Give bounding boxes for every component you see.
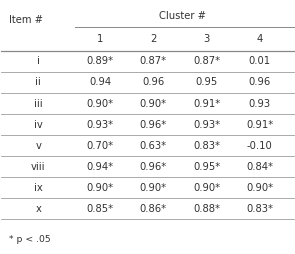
Text: 0.96*: 0.96* [140, 120, 167, 130]
Text: 4: 4 [256, 34, 263, 44]
Text: 0.95*: 0.95* [193, 162, 220, 172]
Text: 0.83*: 0.83* [246, 204, 273, 214]
Text: -0.10: -0.10 [247, 141, 273, 151]
Text: 0.70*: 0.70* [87, 141, 114, 151]
Text: 2: 2 [150, 34, 157, 44]
Text: 0.91*: 0.91* [246, 120, 273, 130]
Text: 0.87*: 0.87* [140, 56, 167, 66]
Text: 0.93*: 0.93* [193, 120, 220, 130]
Text: 0.85*: 0.85* [87, 204, 114, 214]
Text: iii: iii [34, 99, 43, 108]
Text: x: x [35, 204, 41, 214]
Text: 0.89*: 0.89* [87, 56, 114, 66]
Text: 1: 1 [97, 34, 104, 44]
Text: 0.96: 0.96 [248, 77, 271, 87]
Text: 0.90*: 0.90* [87, 99, 114, 108]
Text: 0.87*: 0.87* [193, 56, 220, 66]
Text: i: i [37, 56, 40, 66]
Text: ix: ix [34, 183, 43, 193]
Text: 0.90*: 0.90* [246, 183, 273, 193]
Text: iv: iv [34, 120, 43, 130]
Text: viii: viii [31, 162, 46, 172]
Text: 0.90*: 0.90* [87, 183, 114, 193]
Text: 3: 3 [203, 34, 210, 44]
Text: 0.95: 0.95 [195, 77, 218, 87]
Text: 0.93: 0.93 [248, 99, 271, 108]
Text: 0.01: 0.01 [248, 56, 271, 66]
Text: 0.96*: 0.96* [140, 162, 167, 172]
Text: 0.90*: 0.90* [140, 99, 167, 108]
Text: 0.96: 0.96 [142, 77, 165, 87]
Text: 0.83*: 0.83* [193, 141, 220, 151]
Text: * p < .05: * p < .05 [9, 235, 50, 244]
Text: 0.93*: 0.93* [87, 120, 114, 130]
Text: 0.88*: 0.88* [193, 204, 220, 214]
Text: 0.90*: 0.90* [193, 183, 220, 193]
Text: 0.86*: 0.86* [140, 204, 167, 214]
Text: 0.91*: 0.91* [193, 99, 220, 108]
Text: v: v [35, 141, 41, 151]
Text: 0.63*: 0.63* [140, 141, 167, 151]
Text: ii: ii [35, 77, 41, 87]
Text: Item #: Item # [9, 15, 43, 25]
Text: 0.94*: 0.94* [87, 162, 114, 172]
Text: 0.84*: 0.84* [246, 162, 273, 172]
Text: 0.94: 0.94 [89, 77, 112, 87]
Text: 0.90*: 0.90* [140, 183, 167, 193]
Text: Cluster #: Cluster # [159, 11, 206, 21]
